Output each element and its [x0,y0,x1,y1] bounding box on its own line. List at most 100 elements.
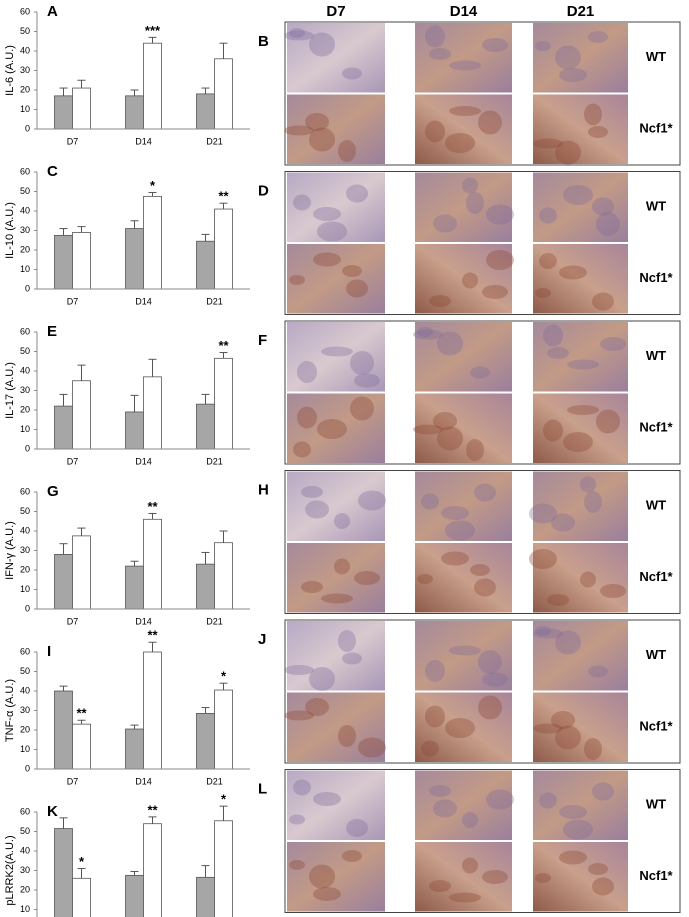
micrograph [287,172,385,242]
tissue-blob [462,272,478,289]
bar [125,565,144,610]
tissue-blob [441,551,469,566]
micrograph [287,543,385,613]
bar [214,820,233,917]
tissue-blob [354,571,380,585]
tissue-blob [338,140,356,162]
tissue-blob [563,819,593,840]
bar [196,876,215,917]
tissue-blob [417,574,433,584]
row-label: WT [646,797,666,812]
x-tick-label: D14 [135,136,152,146]
tissue-blob [429,880,451,892]
column-header: D21 [567,3,595,20]
y-tick-label: 30 [20,705,30,715]
tissue-blob [486,204,514,225]
tissue-blob [592,292,614,311]
panel-letter: J [258,631,266,648]
tissue-blob [354,373,380,388]
y-axis-label: IL-17 (A.U.) [4,362,16,419]
tissue-blob [533,138,563,149]
tissue-blob [350,351,374,375]
x-tick-label: D21 [206,296,223,306]
tissue-blob [338,725,356,747]
tissue-blob [284,125,314,136]
y-tick-label: 60 [20,806,30,816]
bar [196,240,215,290]
row-label: WT [646,498,666,513]
tissue-blob [449,645,481,656]
y-tick-label: 50 [20,506,30,516]
tissue-blob [313,792,341,806]
significance: ** [218,338,229,353]
micrograph [415,172,512,242]
bar [54,234,73,290]
tissue-blob [462,812,478,828]
x-tick-label: D7 [67,616,79,626]
tissue-blob [567,405,599,415]
tissue-blob [580,476,596,493]
bar [125,411,144,450]
tissue-blob [588,863,608,875]
y-tick-label: 60 [20,6,30,16]
x-tick-label: D7 [67,456,79,466]
y-tick-label: 30 [20,65,30,75]
micrograph [533,621,628,691]
y-tick-label: 60 [20,166,30,176]
significance: ** [147,802,158,817]
tissue-blob [338,630,356,652]
micrograph [415,471,512,541]
micrograph [533,471,628,541]
x-tick-label: D21 [206,456,223,466]
significance: * [221,792,227,807]
tissue-blob [539,207,557,224]
bar [125,874,144,917]
y-tick-label: 0 [25,283,30,293]
significance: ** [218,189,229,204]
bar [143,42,162,130]
tissue-blob [474,578,496,597]
tissue-blob [289,860,305,870]
tissue-blob [592,782,614,801]
y-tick-label: 50 [20,186,30,196]
bar [72,877,91,917]
tissue-blob [346,279,368,298]
y-axis-label: TNF-α (A.U.) [4,679,16,742]
tissue-blob [284,30,314,41]
micrograph [415,692,512,762]
bar [72,232,91,290]
row-label: WT [646,647,666,662]
tissue-blob [539,792,557,809]
tissue-blob [445,520,475,541]
tissue-blob [584,491,602,513]
tissue-blob [293,194,311,211]
tissue-blob [563,432,593,452]
significance: ** [76,706,87,721]
tissue-blob [445,718,475,738]
tissue-blob [358,737,386,758]
micrograph [533,393,628,463]
bar [214,689,233,770]
tissue-blob [350,396,374,421]
tissue-blob [543,419,563,442]
panel-letter: I [47,643,51,660]
tissue-blob [486,250,514,270]
y-axis-label: IFN-γ (A.U.) [4,521,16,580]
y-tick-label: 0 [25,603,30,613]
tissue-blob [334,513,350,529]
bar [72,535,91,610]
tissue-blob [449,106,481,116]
tissue-blob [588,31,608,43]
y-tick-label: 0 [25,763,30,773]
tissue-blob [588,126,608,138]
tissue-blob [413,424,443,435]
significance: ** [147,628,158,643]
bar [214,58,233,130]
tissue-blob [421,740,439,757]
tissue-blob [317,419,347,439]
y-tick-label: 60 [20,486,30,496]
significance: *** [145,23,161,38]
panel-letter: D [258,182,269,199]
tissue-blob [433,412,457,430]
tissue-blob [342,67,362,80]
